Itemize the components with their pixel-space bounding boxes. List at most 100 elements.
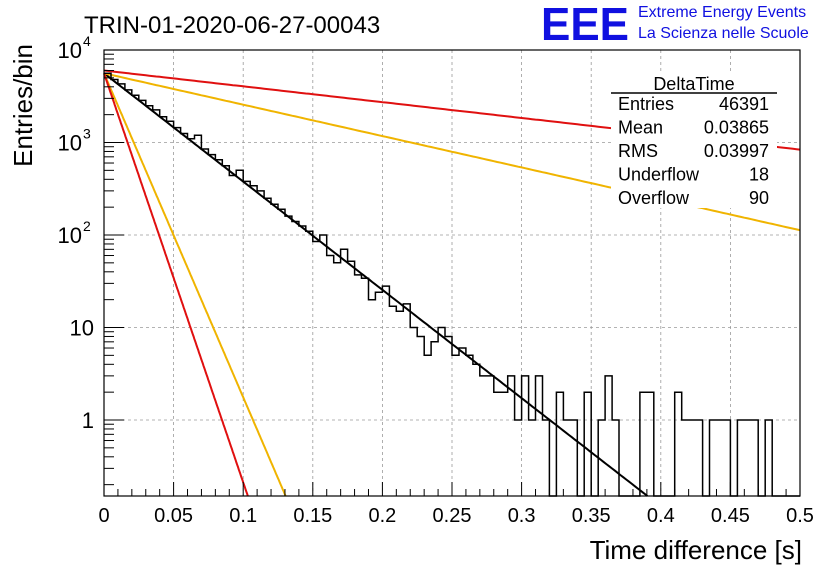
histogram-bin bbox=[341, 249, 348, 496]
histogram-bin bbox=[556, 392, 563, 496]
x-tick-label: 0.5 bbox=[786, 505, 814, 527]
axis-ticks bbox=[103, 49, 801, 496]
histogram-bin bbox=[215, 160, 222, 496]
stats-label: Overflow bbox=[618, 188, 690, 208]
histogram-bin bbox=[153, 110, 160, 496]
histogram-bin bbox=[737, 420, 744, 496]
histogram-bin bbox=[355, 275, 362, 496]
histogram-bin bbox=[501, 392, 508, 496]
x-tick-label: 0.15 bbox=[293, 505, 332, 527]
histogram-bin bbox=[515, 420, 522, 496]
y-tick-label: 10 bbox=[58, 223, 82, 248]
histogram-bin bbox=[146, 106, 153, 496]
histogram-bin bbox=[306, 231, 313, 496]
x-tick-labels: 0 0.05 0.1 0.15 0.2 0.25 0.3 0.35 0.4 0.45 0.5 bbox=[98, 505, 813, 527]
histogram-bin bbox=[431, 342, 438, 496]
x-tick-label: 0.25 bbox=[433, 505, 472, 527]
histogram-bin bbox=[382, 286, 389, 496]
histogram-bin bbox=[271, 204, 278, 496]
histogram-bin bbox=[188, 139, 195, 496]
histogram-bin bbox=[222, 166, 229, 496]
histogram-bin bbox=[201, 149, 208, 496]
histogram-bin bbox=[167, 121, 174, 496]
histogram-bin bbox=[174, 128, 181, 496]
histogram-bin bbox=[438, 328, 445, 497]
y-tick-exponent: 2 bbox=[83, 218, 91, 234]
histogram-bin bbox=[313, 242, 320, 497]
histogram-bin bbox=[675, 392, 682, 496]
histogram-bin bbox=[452, 355, 459, 496]
histogram-bin bbox=[417, 337, 424, 497]
histogram-bin bbox=[466, 355, 473, 496]
x-tick-label: 0.1 bbox=[229, 505, 257, 527]
histogram-bin bbox=[445, 337, 452, 497]
histogram-bin bbox=[459, 348, 466, 496]
fit-curve bbox=[103, 72, 249, 497]
stats-label: Entries bbox=[618, 94, 674, 114]
stats-label: Mean bbox=[618, 118, 663, 138]
histogram-bin bbox=[243, 181, 250, 496]
histogram-bin bbox=[257, 191, 264, 496]
stats-value: 0.03997 bbox=[704, 141, 769, 161]
eee-logo: EEE bbox=[541, 0, 629, 50]
stats-box-bg bbox=[611, 74, 777, 208]
histogram-bin bbox=[543, 420, 550, 496]
histogram-bin bbox=[751, 420, 758, 496]
histogram-bin bbox=[744, 420, 751, 496]
histogram-bin bbox=[584, 392, 591, 496]
histogram bbox=[104, 72, 800, 497]
histogram-bin bbox=[236, 170, 243, 496]
histogram-bin bbox=[348, 261, 355, 496]
histogram-bin bbox=[682, 420, 689, 496]
histogram-bin bbox=[612, 420, 619, 496]
histogram-bin bbox=[765, 420, 772, 496]
run-title: TRIN-01-2020-06-27-00043 bbox=[84, 12, 380, 39]
histogram-bin bbox=[369, 300, 376, 496]
histogram-bin bbox=[508, 376, 515, 496]
stats-value: 18 bbox=[749, 165, 769, 185]
x-tick-label: 0 bbox=[98, 505, 109, 527]
histogram-bin bbox=[717, 420, 724, 496]
y-tick-label: 10 bbox=[70, 316, 94, 341]
x-tick-label: 0.4 bbox=[647, 505, 675, 527]
stats-label: Underflow bbox=[618, 165, 700, 185]
histogram-bin bbox=[285, 216, 292, 496]
stats-value: 0.03865 bbox=[704, 118, 769, 138]
histogram-bin bbox=[299, 226, 306, 496]
project-subtitle: La Scienza nelle Scuole bbox=[638, 25, 809, 42]
histogram-bin bbox=[570, 420, 577, 496]
fit-curve bbox=[103, 72, 287, 497]
histogram-bin bbox=[327, 256, 334, 497]
histogram-bin bbox=[487, 376, 494, 496]
x-tick-label: 0.35 bbox=[572, 505, 611, 527]
y-tick-label: 1 bbox=[82, 408, 94, 433]
histogram-bin bbox=[389, 306, 396, 496]
histogram-bin bbox=[410, 328, 417, 497]
histogram-bin bbox=[334, 263, 341, 496]
histogram-bin bbox=[278, 209, 285, 496]
histogram-bin bbox=[139, 100, 146, 496]
fit-curve bbox=[103, 72, 649, 497]
x-tick-label: 0.3 bbox=[508, 505, 536, 527]
histogram-bin bbox=[494, 392, 501, 496]
y-tick-label: 10 bbox=[58, 38, 82, 63]
project-name: Extreme Energy Events bbox=[638, 4, 806, 21]
y-axis-title: Entries/bin bbox=[8, 44, 38, 167]
histogram-bin bbox=[480, 376, 487, 496]
histogram-bin bbox=[605, 376, 612, 496]
histogram-bin bbox=[473, 364, 480, 496]
histogram-bin bbox=[160, 117, 167, 496]
histogram-bin bbox=[320, 235, 327, 496]
stats-label: RMS bbox=[618, 141, 658, 161]
histogram-bin bbox=[424, 355, 431, 496]
y-tick-exponent: 4 bbox=[83, 33, 91, 49]
histogram-bin bbox=[229, 176, 236, 497]
stats-box: DeltaTime Entries 46391 Mean 0.03865 RMS 0.03… bbox=[611, 74, 777, 208]
histogram-bin bbox=[710, 420, 717, 496]
histogram-bin bbox=[689, 420, 696, 496]
histogram-bin bbox=[536, 376, 543, 496]
histogram-bin bbox=[647, 392, 654, 496]
histogram-bin bbox=[195, 135, 202, 496]
histogram-bin bbox=[118, 84, 125, 496]
